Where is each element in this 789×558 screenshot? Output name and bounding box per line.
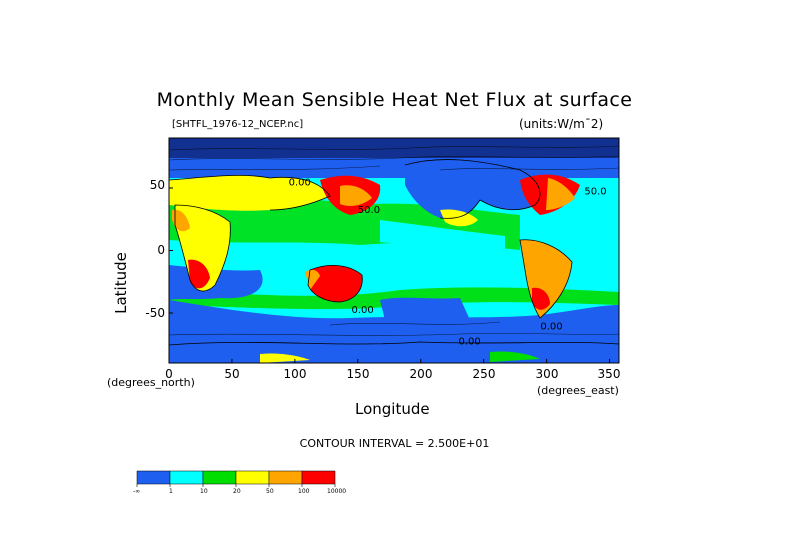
contour-label: 50.0 [358, 205, 380, 216]
region-central-pacific-yellow [440, 209, 478, 227]
colorbar-swatch [169, 470, 204, 485]
colorbar-tick-label: 10 [200, 488, 208, 495]
colorbar-swatch [301, 470, 336, 485]
colorbar-swatch [268, 470, 303, 485]
x-unit-label: (degrees_east) [537, 384, 619, 397]
y-tick-label: 50 [149, 178, 165, 192]
region-north-atlantic-orange [546, 178, 575, 210]
contour-label: 0.00 [459, 336, 481, 347]
colorbar-tick-label: 1 [169, 488, 173, 495]
region-kuroshio-orange [340, 185, 372, 206]
region-australia-orange [305, 269, 320, 290]
x-tick-label: 200 [409, 367, 433, 381]
colorbar-swatch [202, 470, 237, 485]
region-south-pacific-blue [380, 297, 470, 324]
region-north-america [405, 159, 540, 219]
region-antarctic-coast-yellow [260, 353, 310, 363]
region-sahara-orange [172, 209, 190, 232]
colorbar-swatch [235, 470, 270, 485]
colorbar-tick-label: 50 [266, 488, 274, 495]
x-tick-label: 0 [165, 367, 173, 381]
heatmap-field [169, 138, 619, 363]
y-tick-marks [169, 187, 173, 314]
colorbar-tick-label: 20 [233, 488, 241, 495]
contour-label: 0.00 [352, 305, 374, 316]
colorbar [136, 470, 336, 487]
colorbar-tick-label: -∞ [133, 488, 141, 495]
x-tick-label: 100 [283, 367, 307, 381]
region-australia-red [308, 265, 363, 302]
contour-interval-label: CONTOUR INTERVAL = 2.500E+01 [299, 437, 490, 450]
units-label: (units:W/m¯2) [519, 117, 604, 131]
contour-label: 50.0 [584, 186, 606, 197]
file-label: [SHTFL_1976-12_NCEP.nc] [172, 119, 304, 130]
region-arctic-dense-contours [169, 138, 619, 158]
coastlines [169, 159, 619, 346]
x-tick-label: 350 [597, 367, 621, 381]
y-axis-label: Latitude [112, 252, 130, 314]
colorbar-swatch [136, 470, 171, 485]
x-tick-label: 300 [535, 367, 559, 381]
contour-label: 0.00 [289, 178, 311, 189]
region-argentina-red [532, 287, 550, 310]
contour-labels: 0.00 50.0 50.0 0.00 0.00 0.00 [289, 178, 607, 348]
contour-label: 0.00 [540, 321, 562, 332]
region-antarctic-coast-green [490, 351, 540, 362]
colorbar-tick-label: 10000 [327, 488, 347, 495]
region-eurasia-yellow [169, 175, 330, 211]
region-equatorial-cyan [380, 220, 505, 250]
y-unit-label: (degrees_north) [107, 376, 195, 389]
chart-title: Monthly Mean Sensible Heat Net Flux at s… [156, 89, 633, 111]
x-axis-label: Longitude [355, 400, 430, 418]
contour-lines [169, 145, 619, 336]
x-tick-marks [168, 359, 611, 363]
y-tick-label: 0 [157, 243, 165, 257]
y-tick-label: -50 [145, 306, 165, 320]
x-tick-label: 50 [224, 367, 240, 381]
x-tick-label: 150 [346, 367, 370, 381]
colorbar-tick-label: 100 [298, 488, 310, 495]
x-tick-label: 250 [472, 367, 496, 381]
region-antarctica [169, 342, 619, 363]
region-south-africa-red [188, 259, 210, 289]
